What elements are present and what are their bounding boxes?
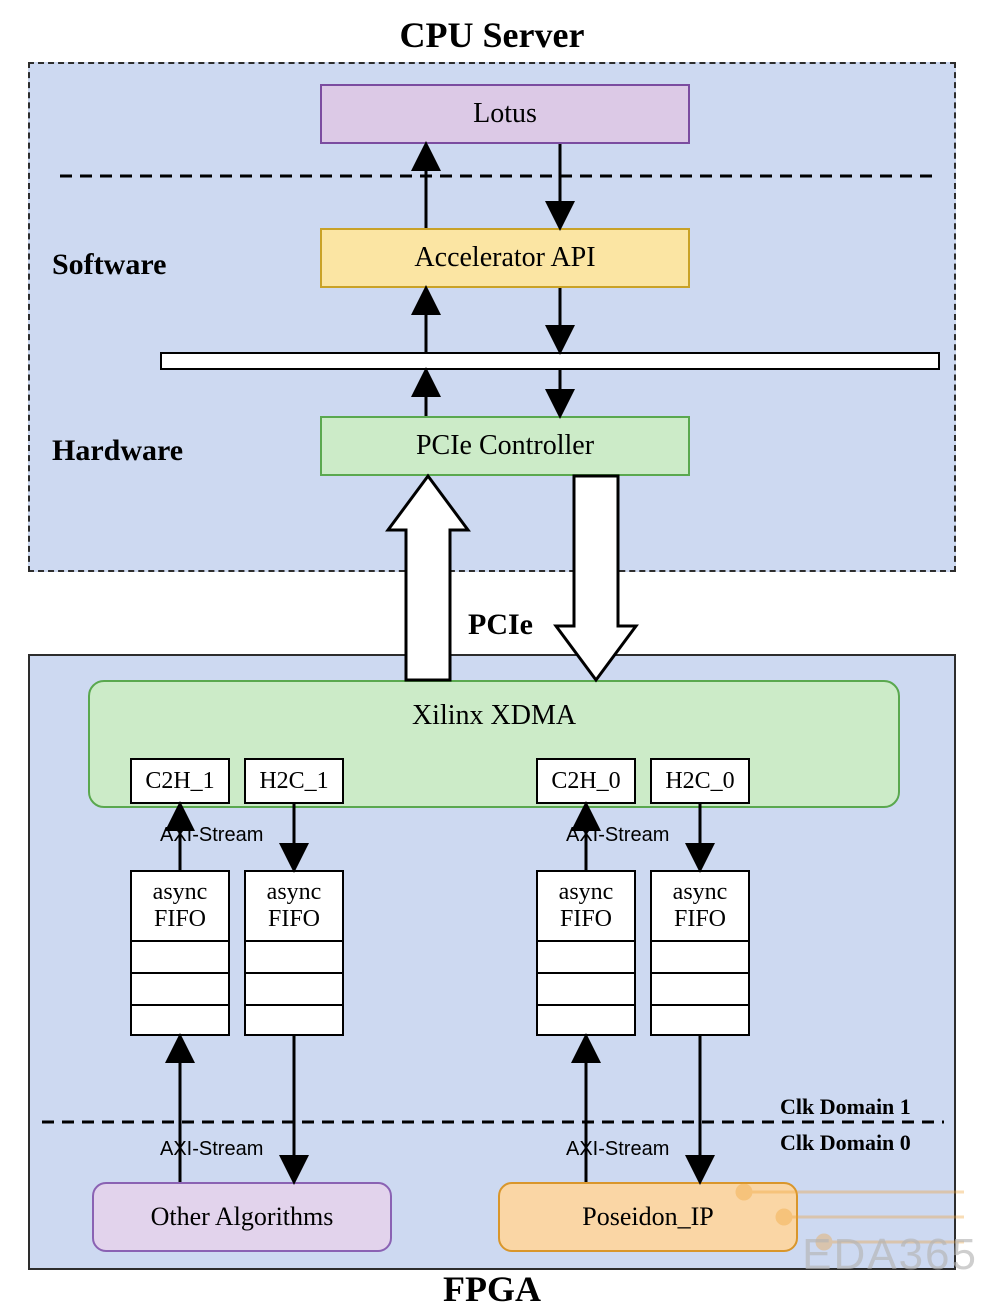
axi-bot-right: AXI-Stream	[566, 1138, 669, 1161]
port-c2h0-label: C2H_0	[551, 768, 620, 795]
fifo-4-bot: FIFO	[674, 906, 726, 933]
accelerator-api-label: Accelerator API	[414, 242, 595, 274]
watermark: EDA365	[802, 1230, 978, 1280]
axi-bot-left: AXI-Stream	[160, 1138, 263, 1161]
hw-bar	[160, 352, 940, 370]
port-c2h1-label: C2H_1	[145, 768, 214, 795]
port-c2h1: C2H_1	[130, 758, 230, 804]
clk-domain-0: Clk Domain 0	[780, 1130, 911, 1156]
xdma-label: Xilinx XDMA	[412, 700, 576, 732]
fifo-1-top: async	[153, 879, 208, 906]
pcie-controller-label: PCIe Controller	[416, 430, 594, 462]
fifo-4-top: async	[673, 879, 728, 906]
port-h2c0-label: H2C_0	[665, 768, 734, 795]
fifo-2: async FIFO	[244, 870, 344, 1036]
axi-top-left: AXI-Stream	[160, 824, 263, 847]
poseidon-ip-label: Poseidon_IP	[582, 1202, 713, 1232]
axi-top-right: AXI-Stream	[566, 824, 669, 847]
accelerator-api-box: Accelerator API	[320, 228, 690, 288]
cpu-server-title: CPU Server	[0, 14, 984, 56]
hardware-label: Hardware	[52, 434, 183, 468]
clk-domain-1: Clk Domain 1	[780, 1094, 911, 1120]
port-h2c1-label: H2C_1	[259, 768, 328, 795]
port-h2c0: H2C_0	[650, 758, 750, 804]
pcie-label: PCIe	[468, 608, 533, 642]
fifo-4: async FIFO	[650, 870, 750, 1036]
port-c2h0: C2H_0	[536, 758, 636, 804]
lotus-label: Lotus	[473, 98, 537, 130]
fifo-2-top: async	[267, 879, 322, 906]
fifo-1-bot: FIFO	[154, 906, 206, 933]
fifo-2-bot: FIFO	[268, 906, 320, 933]
other-algorithms-box: Other Algorithms	[92, 1182, 392, 1252]
fifo-1: async FIFO	[130, 870, 230, 1036]
fifo-3: async FIFO	[536, 870, 636, 1036]
lotus-box: Lotus	[320, 84, 690, 144]
other-algorithms-label: Other Algorithms	[151, 1202, 334, 1232]
port-h2c1: H2C_1	[244, 758, 344, 804]
fifo-3-bot: FIFO	[560, 906, 612, 933]
fifo-3-top: async	[559, 879, 614, 906]
pcie-controller-box: PCIe Controller	[320, 416, 690, 476]
software-label: Software	[52, 248, 166, 282]
